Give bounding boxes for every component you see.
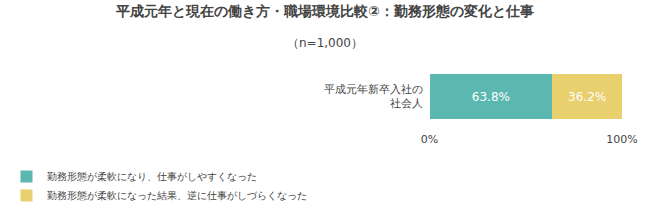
svg-text:勤務形態が柔軟になった結果、逆に仕事がしづらくなった: 勤務形態が柔軟になった結果、逆に仕事がしづらくなった bbox=[47, 190, 307, 201]
svg-text:平成元年と現在の働き方・職場環境比較②：勤務形態の変化と仕事: 平成元年と現在の働き方・職場環境比較②：勤務形態の変化と仕事 bbox=[115, 3, 534, 19]
svg-text:36.2%: 36.2% bbox=[568, 90, 606, 104]
svg-text:平成元年新卒入社の社会人: 平成元年新卒入社の社会人 bbox=[324, 83, 423, 110]
svg-text:100%: 100% bbox=[606, 133, 637, 146]
svg-text:（n=1,000）: （n=1,000） bbox=[287, 36, 363, 50]
svg-text:63.8%: 63.8% bbox=[472, 90, 510, 104]
svg-text:0%: 0% bbox=[421, 133, 438, 146]
svg-text:勤務形態が柔軟になり、仕事がしやすくなった: 勤務形態が柔軟になり、仕事がしやすくなった bbox=[47, 171, 257, 182]
